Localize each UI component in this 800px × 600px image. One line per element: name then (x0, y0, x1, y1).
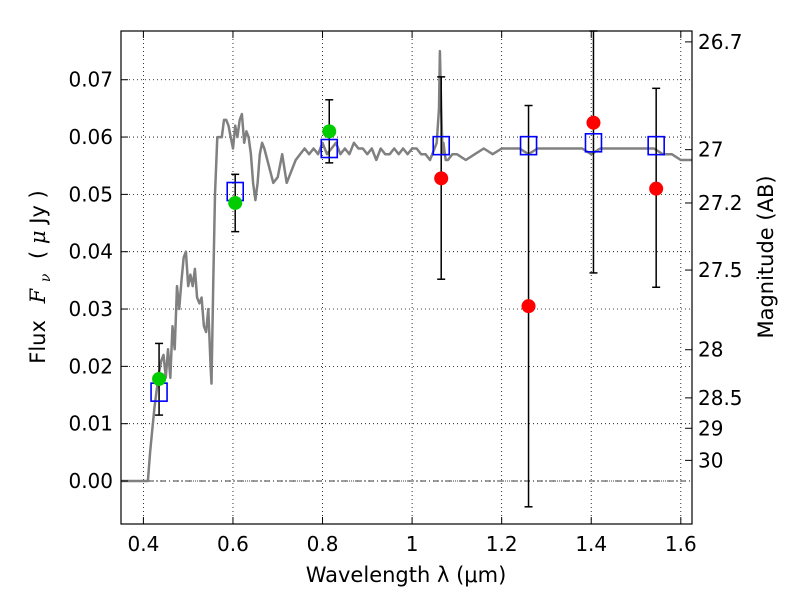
circle-marker (586, 115, 601, 130)
marker-layer (150, 115, 665, 402)
magnitude-tick-label: 29 (698, 416, 723, 440)
x-axis-label: Wavelength λ (μm) (306, 563, 507, 587)
circle-marker (322, 124, 337, 139)
y-axis-label-symbol: F (26, 287, 50, 304)
spectrum-layer (121, 49, 692, 483)
y-axis-label-subscript: ν (38, 273, 54, 282)
y-tick-label: 0.00 (68, 469, 113, 493)
magnitude-tick-label: 26.7 (698, 30, 743, 54)
y-axis-label-unit-open: ( (26, 244, 50, 259)
square-marker (647, 135, 665, 156)
y-tick-label: 0.04 (68, 240, 113, 264)
x-tick-label: 1.2 (486, 532, 518, 556)
magnitude-tick-label: 27.2 (698, 191, 743, 215)
x-tick-label: 1 (406, 532, 419, 556)
x-tick-label: 1.6 (665, 532, 697, 556)
circle-marker (649, 181, 664, 196)
magnitude-tick-label: 27 (698, 138, 723, 162)
circle-marker (521, 299, 536, 314)
model-spectrum-line (121, 49, 692, 483)
square-marker (432, 135, 451, 156)
circle-marker (434, 171, 449, 186)
magnitude-tick-label: 27.5 (698, 258, 743, 282)
circle-marker (152, 371, 167, 386)
y-axis-label-unit-rest: Jy ) (26, 190, 50, 226)
magnitude-tick-label: 30 (698, 448, 723, 472)
y-axis-label-left: Flux F ν ( μ Jy ) (26, 190, 55, 364)
square-marker (519, 135, 538, 156)
y-tick-label: 0.06 (68, 125, 113, 149)
y-tick-label: 0.03 (68, 297, 113, 321)
magnitude-tick-label: 28 (698, 338, 723, 362)
y-axis-label-right: Magnitude (AB) (754, 175, 778, 338)
square-marker (584, 132, 603, 153)
circle-marker (228, 195, 243, 210)
x-tick-label: 1.4 (575, 532, 607, 556)
y-axis-label-prefix: Flux (26, 320, 50, 364)
x-tick-label: 0.6 (217, 532, 249, 556)
y-tick-label: 0.02 (68, 354, 113, 378)
x-tick-label: 0.4 (127, 532, 159, 556)
y-tick-label: 0.07 (68, 68, 113, 92)
axis-layer: 0.4 0.6 0.8 1 1.2 1.4 1.6 0.00 0.01 0.02 0.03 0.04 0… (68, 30, 742, 556)
plot-frame (120, 30, 693, 525)
x-tick-label: 0.8 (307, 532, 339, 556)
square-marker (320, 138, 339, 159)
y-tick-label: 0.05 (68, 182, 113, 206)
magnitude-tick-label: 28.5 (698, 386, 743, 410)
y-axis-label-unit-mu: μ (26, 230, 50, 244)
y-tick-label: 0.01 (68, 412, 113, 436)
